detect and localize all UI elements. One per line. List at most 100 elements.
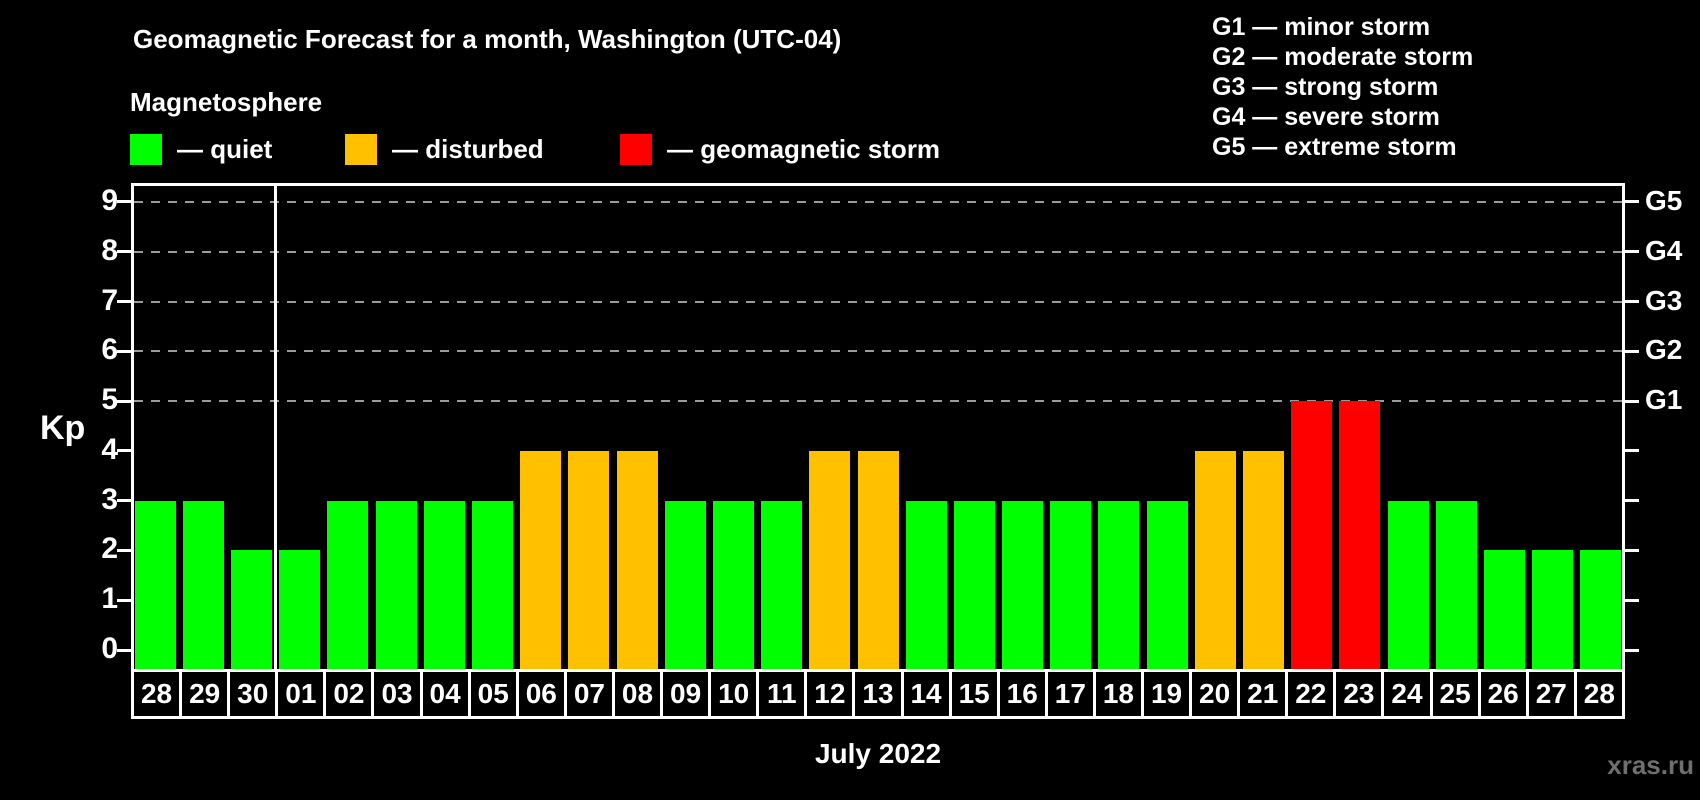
kp-bar-19-day-17: [1050, 500, 1092, 669]
day-label-21-day-19: 19: [1140, 669, 1193, 719]
y-axis-tick-4: [117, 449, 131, 453]
storm-color-swatch: [620, 133, 652, 165]
quiet-color-swatch: [130, 133, 162, 165]
gridline-kp-9: [134, 200, 1622, 203]
day-label-7-day-05: 05: [467, 669, 519, 719]
right-axis-label-G2: G2: [1645, 334, 1683, 366]
right-axis-tick-7: [1625, 300, 1639, 304]
watermark: xras.ru: [1607, 750, 1694, 780]
g-scale-line-5: G5 — extreme storm: [1212, 133, 1457, 161]
kp-bar-24-day-22: [1291, 401, 1333, 669]
day-label-8-day-06: 06: [515, 669, 567, 719]
kp-bar-23-day-21: [1243, 450, 1285, 669]
right-axis-tick-0: [1625, 648, 1639, 652]
y-axis-label-8: 8: [101, 233, 118, 267]
day-label-2-day-30: 30: [227, 669, 279, 719]
kp-bar-28-day-26: [1484, 550, 1526, 669]
legend-item-quiet: — quiet: [130, 133, 272, 165]
right-axis-tick-6: [1625, 349, 1639, 353]
kp-bar-1-day-29: [182, 500, 224, 669]
day-label-16-day-14: 14: [900, 669, 952, 719]
right-axis-label-G5: G5: [1645, 184, 1683, 216]
y-axis-tick-7: [117, 300, 131, 304]
right-axis-tick-1: [1625, 598, 1639, 602]
month-separator-line: [274, 183, 278, 669]
y-axis-tick-1: [117, 598, 131, 602]
legend-item-label: — quiet: [177, 133, 273, 164]
day-label-9-day-07: 07: [563, 669, 615, 719]
kp-bar-14-day-12: [809, 450, 851, 669]
day-label-26-day-24: 24: [1381, 669, 1433, 719]
gridline-kp-5: [134, 400, 1622, 403]
y-axis-tick-3: [117, 499, 131, 503]
kp-bar-6-day-04: [423, 500, 465, 669]
right-axis-tick-5: [1625, 399, 1639, 403]
kp-bar-27-day-25: [1435, 500, 1477, 669]
gridline-kp-6: [134, 350, 1622, 353]
kp-bar-5-day-03: [375, 500, 417, 669]
legend-item-label: — geomagnetic storm: [667, 133, 941, 164]
x-axis-title: July 2022: [814, 738, 942, 769]
day-label-20-day-18: 18: [1092, 669, 1144, 719]
right-axis-tick-9: [1625, 200, 1639, 204]
g-scale-line-3: G3 — strong storm: [1212, 73, 1439, 101]
y-axis-tick-6: [117, 349, 131, 353]
legend-item-label: — disturbed: [392, 133, 544, 164]
y-axis-label-0: 0: [101, 632, 118, 665]
kp-bar-25-day-23: [1339, 401, 1381, 669]
day-label-27-day-25: 25: [1429, 669, 1481, 719]
g-scale-line-2: G2 — moderate storm: [1212, 43, 1474, 71]
y-axis-label-7: 7: [101, 283, 118, 317]
day-label-23-day-21: 21: [1237, 669, 1289, 719]
legend-item-storm: — geomagnetic storm: [620, 133, 940, 165]
right-axis-tick-4: [1625, 449, 1639, 453]
legend-title: Magnetosphere: [130, 87, 323, 117]
kp-bar-15-day-13: [857, 450, 899, 669]
kp-bar-2-day-30: [230, 550, 272, 669]
y-axis-label-6: 6: [101, 333, 118, 367]
y-axis-label-9: 9: [101, 183, 118, 217]
gridline-kp-7: [134, 300, 1622, 303]
y-axis-label-4: 4: [101, 432, 118, 466]
y-axis-label-5: 5: [101, 383, 118, 417]
kp-bar-22-day-20: [1194, 450, 1236, 669]
day-label-6-day-04: 04: [419, 669, 471, 719]
kp-bar-12-day-10: [712, 500, 754, 669]
day-label-29-day-27: 27: [1525, 669, 1577, 719]
chart-title: Geomagnetic Forecast for a month, Washin…: [133, 24, 842, 54]
kp-bar-4-day-02: [327, 500, 369, 669]
kp-bar-11-day-09: [664, 500, 706, 669]
day-label-28-day-26: 26: [1477, 669, 1529, 719]
right-axis-tick-8: [1625, 250, 1639, 254]
legend-item-disturbed: — disturbed: [345, 133, 544, 165]
right-axis-label-G3: G3: [1645, 284, 1683, 316]
kp-bar-17-day-15: [953, 500, 995, 669]
right-axis-label-G1: G1: [1645, 384, 1683, 416]
plot-border-right: [1622, 183, 1625, 669]
kp-bar-10-day-08: [616, 450, 658, 669]
day-label-17-day-15: 15: [948, 669, 1000, 719]
kp-bar-3-day-01: [279, 550, 321, 669]
right-axis-tick-3: [1625, 499, 1639, 503]
y-axis-tick-2: [117, 548, 131, 552]
kp-bar-21-day-19: [1146, 500, 1188, 669]
day-label-19-day-17: 17: [1044, 669, 1096, 719]
day-label-13-day-11: 11: [756, 669, 808, 719]
day-label-11-day-09: 09: [660, 669, 712, 719]
y-axis-tick-8: [117, 250, 131, 254]
day-label-18-day-16: 16: [996, 669, 1048, 719]
x-axis-day-row: 28 29 30 01 02 03 04 05 06 07 08 09 10 11 12 13 14 15 16 17…: [131, 669, 1625, 719]
day-label-12-day-10: 10: [708, 669, 760, 719]
gridline-kp-8: [134, 250, 1622, 253]
kp-bar-9-day-07: [568, 450, 610, 669]
kp-bar-29-day-27: [1532, 550, 1574, 669]
plot-border-top: [131, 183, 1625, 186]
kp-bar-20-day-18: [1098, 500, 1140, 669]
day-label-24-day-22: 22: [1285, 669, 1337, 719]
day-label-4-day-02: 02: [323, 669, 375, 719]
day-label-3-day-01: 01: [275, 669, 327, 719]
kp-bar-0-day-28: [134, 500, 176, 669]
kp-bar-8-day-06: [520, 450, 562, 669]
y-axis-tick-0: [117, 648, 131, 652]
